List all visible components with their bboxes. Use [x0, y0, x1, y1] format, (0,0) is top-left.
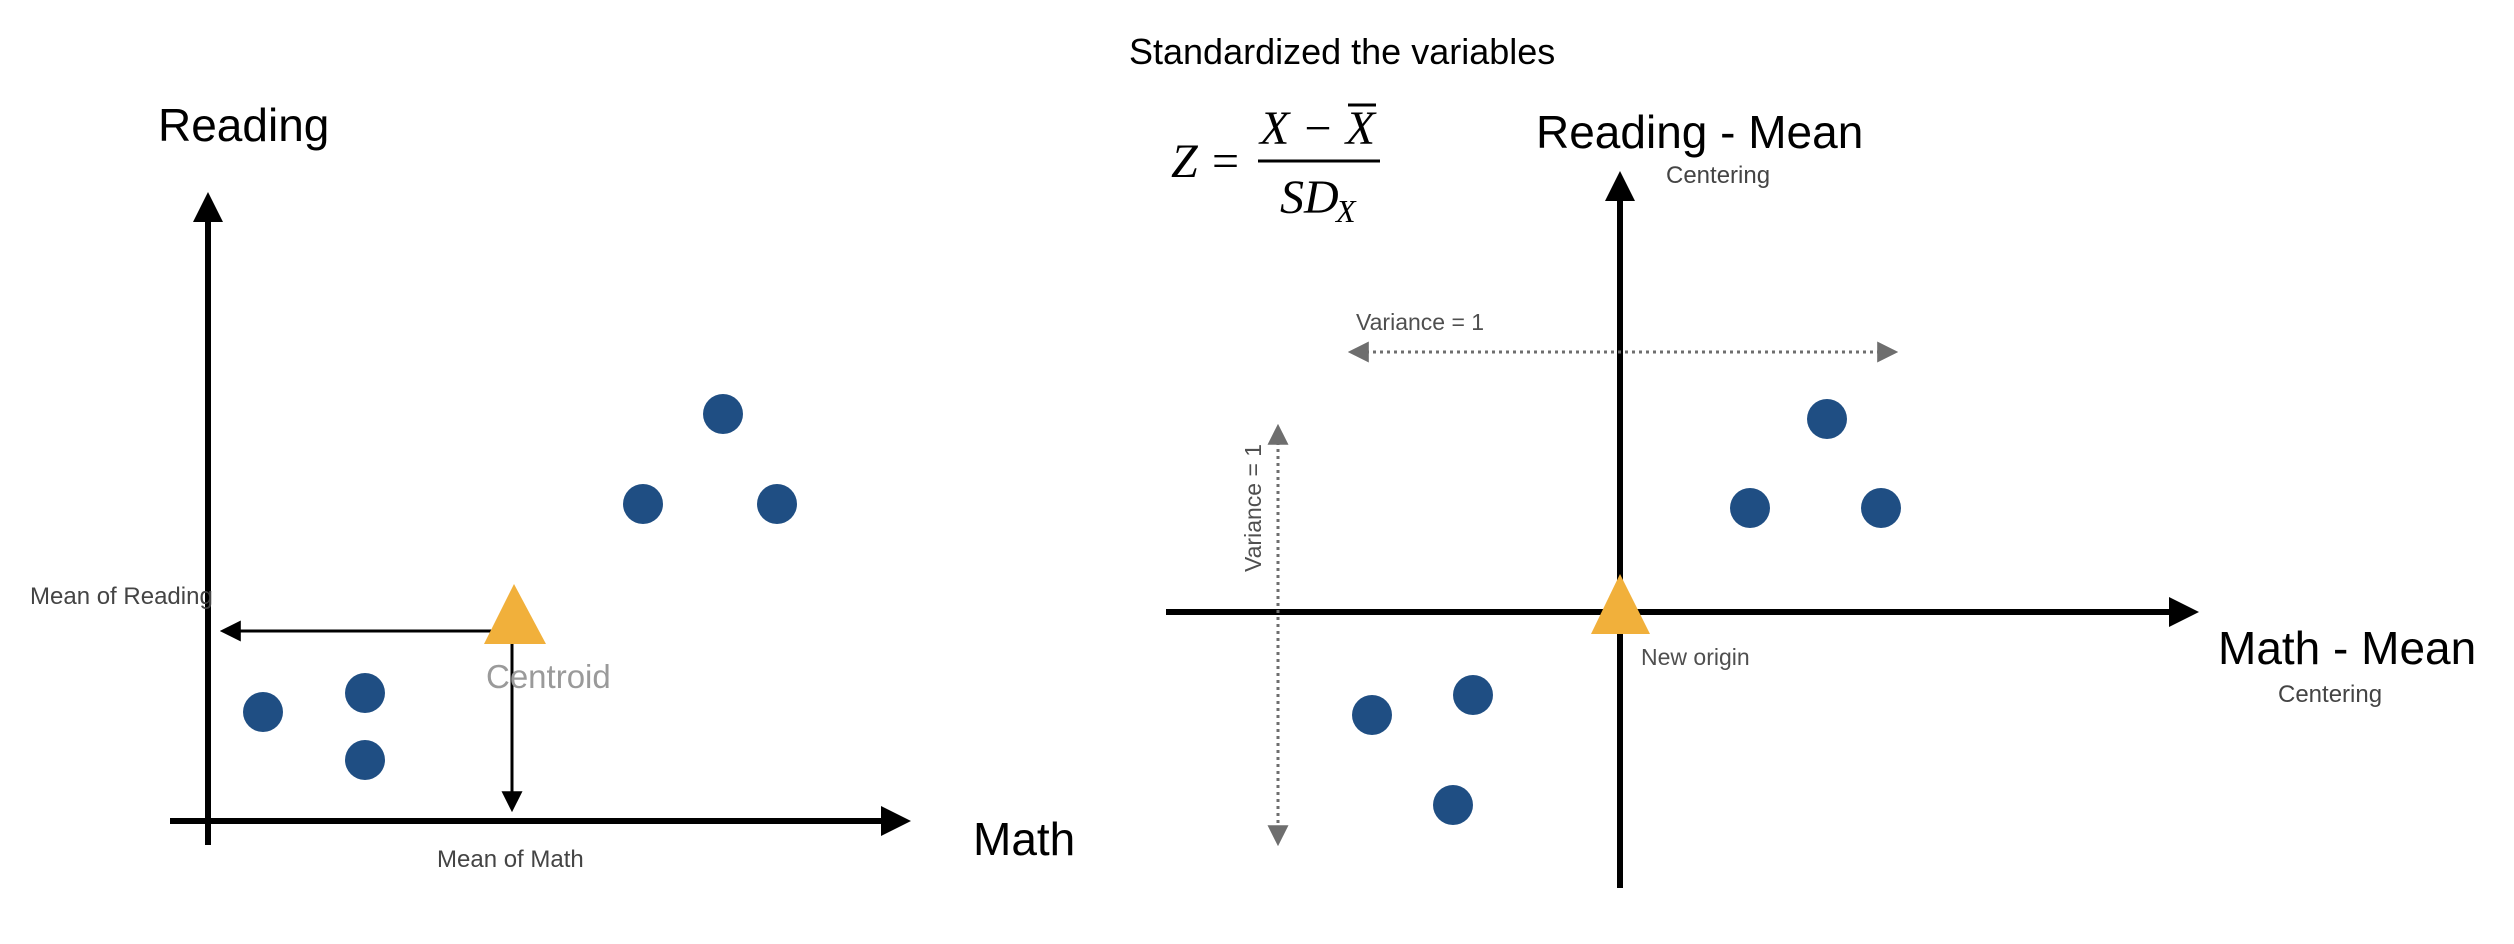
standardization-formula: Z = X − X SD X	[1171, 102, 1380, 229]
formula-lhs: Z	[1171, 135, 1199, 188]
data-point	[1730, 488, 1770, 528]
right-y-axis-note: Centering	[1666, 162, 1770, 189]
data-point	[243, 692, 283, 732]
data-point	[1807, 399, 1847, 439]
horizontal-variance-label: Variance = 1	[1356, 309, 1484, 335]
formula-denominator: SD	[1280, 171, 1339, 224]
centroid-label: Centroid	[486, 658, 611, 695]
data-point	[1352, 695, 1392, 735]
right-x-axis-label: Math - Mean	[2218, 622, 2476, 674]
mean-of-reading-label: Mean of Reading	[30, 583, 213, 610]
data-point	[345, 740, 385, 780]
data-point	[1861, 488, 1901, 528]
mean-of-math-label: Mean of Math	[437, 846, 584, 873]
right-panel-title: Standardized the variables	[1129, 31, 1555, 72]
data-point	[345, 673, 385, 713]
data-point	[757, 484, 797, 524]
formula-equals: =	[1212, 135, 1239, 188]
right-panel: Standardized the variables Z = X − X SD …	[1129, 31, 2476, 888]
right-x-axis-note: Centering	[2278, 681, 2382, 708]
new-origin-label: New origin	[1641, 644, 1750, 670]
data-point	[623, 484, 663, 524]
left-panel: Reading Math Mean of Reading Mean of Mat…	[30, 99, 1075, 873]
right-y-axis-label: Reading - Mean	[1536, 106, 1863, 158]
centroid-marker	[484, 584, 546, 644]
formula-subscript: X	[1334, 193, 1357, 229]
left-x-axis-label: Math	[973, 813, 1075, 865]
formula-numerator: X − X	[1258, 102, 1377, 155]
data-point	[1453, 675, 1493, 715]
new-origin-marker	[1591, 574, 1650, 634]
left-y-axis-label: Reading	[158, 99, 329, 151]
right-data-points	[1352, 399, 1901, 825]
data-point	[1433, 785, 1473, 825]
left-data-points	[243, 394, 797, 780]
vertical-variance-label: Variance = 1	[1240, 444, 1266, 572]
data-point	[703, 394, 743, 434]
